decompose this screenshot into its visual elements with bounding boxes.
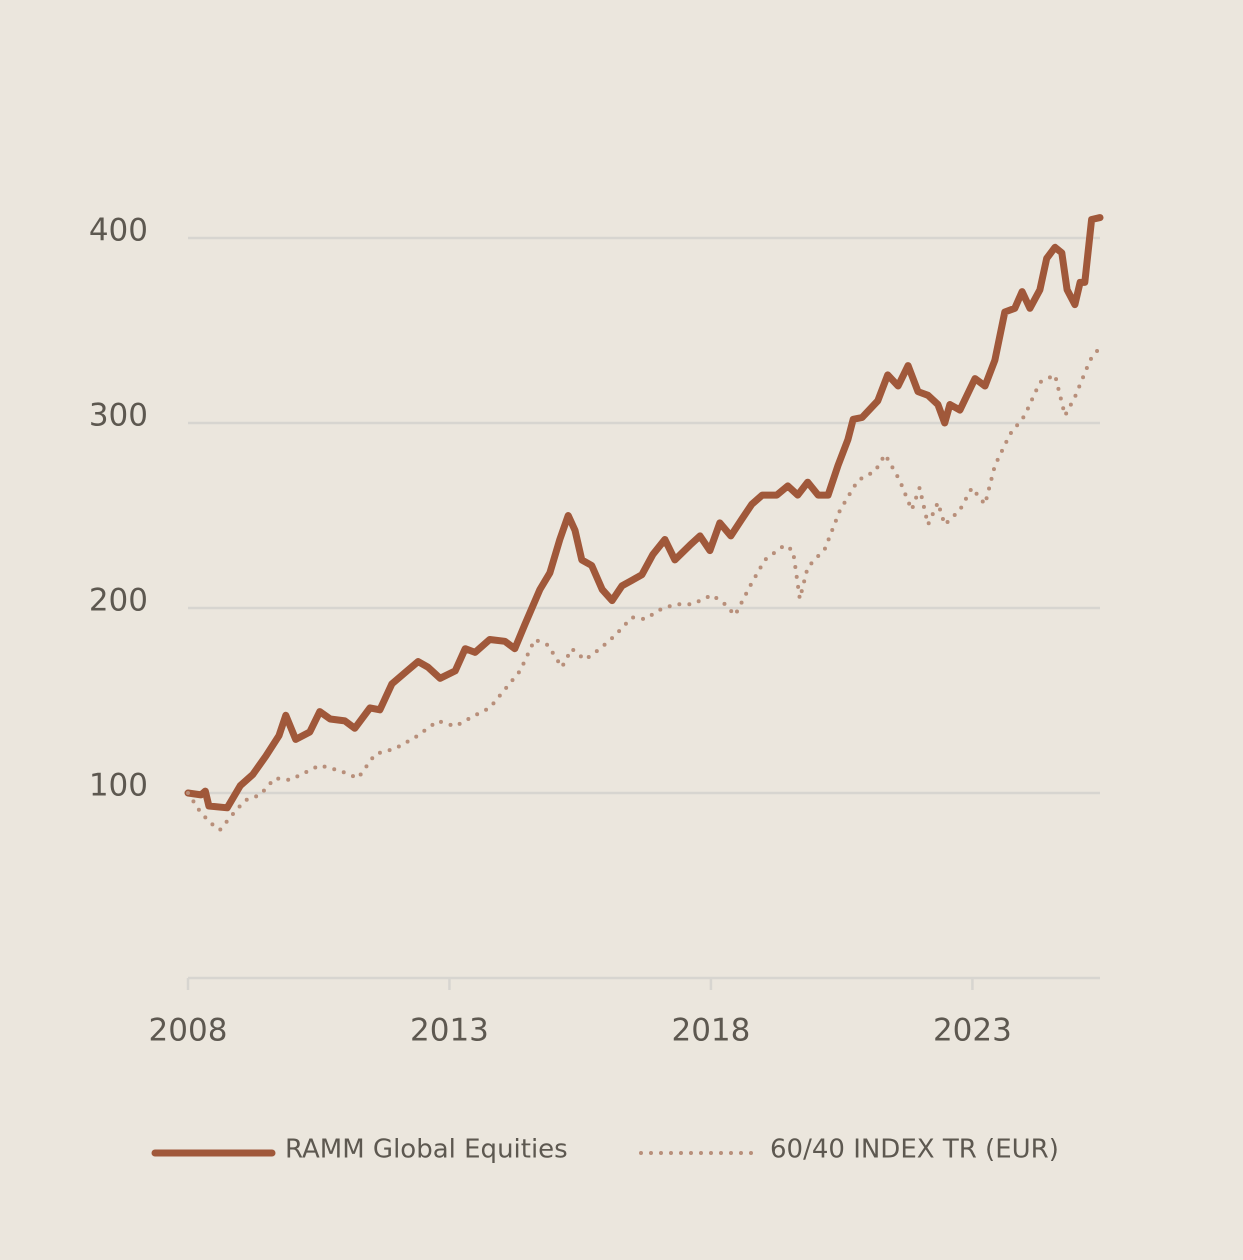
series-line [186,345,1102,833]
y-tick-label: 400 [89,213,148,249]
x-tick-label: 2018 [671,1013,750,1049]
x-tick-label: 2013 [410,1013,489,1049]
x-tick-label: 2008 [149,1013,228,1049]
y-tick-label: 100 [89,768,148,804]
legend-label: RAMM Global Equities [285,1135,568,1165]
series-line [184,214,1104,812]
y-tick-label: 200 [89,583,148,619]
y-tick-label: 300 [89,398,148,434]
legend-label: 60/40 INDEX TR (EUR) [770,1135,1059,1165]
x-tick-label: 2023 [933,1013,1012,1049]
